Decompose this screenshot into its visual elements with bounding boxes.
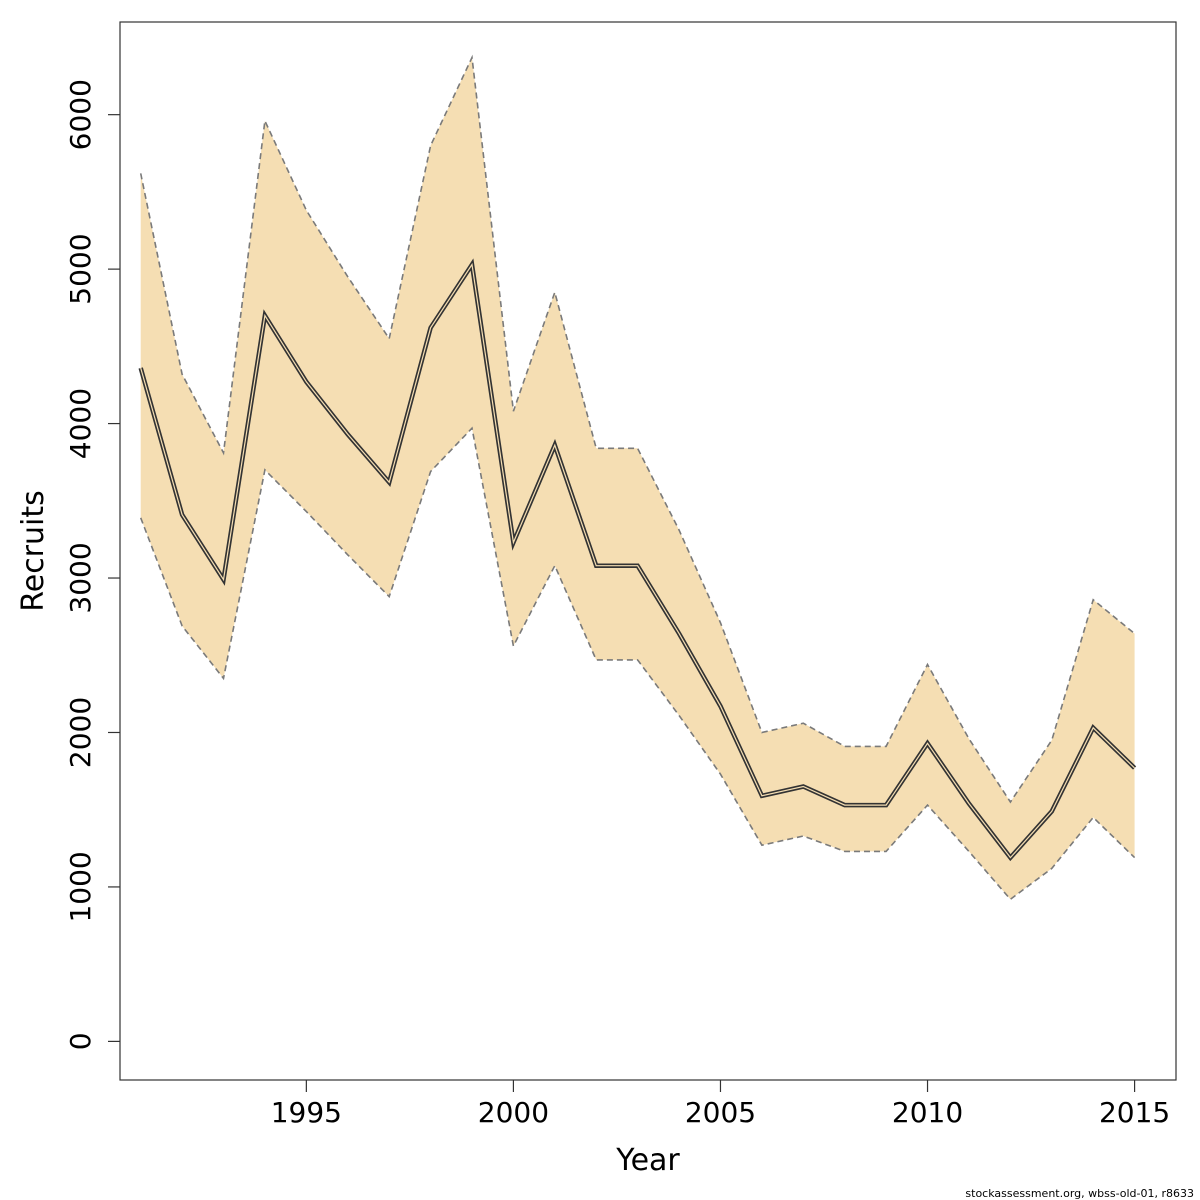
x-tick-label: 2015 — [1099, 1096, 1170, 1129]
estimate-line-inner — [140, 262, 1136, 859]
y-tick-label: 1000 — [64, 851, 97, 922]
x-axis-title: Year — [615, 1143, 680, 1178]
x-tick-label: 1995 — [271, 1096, 342, 1129]
x-tick-label: 2010 — [892, 1096, 963, 1129]
x-tick-label: 2000 — [478, 1096, 549, 1129]
estimate-line-layer — [138, 258, 1137, 862]
credit-text: stockassessment.org, wbss-old-01, r8633 — [965, 1187, 1194, 1200]
confidence-band — [140, 57, 1135, 900]
y-tick-label: 5000 — [64, 233, 97, 304]
y-tick-label: 6000 — [64, 79, 97, 150]
y-tick-label: 3000 — [64, 542, 97, 613]
x-axis: 1995 2000 2005 2010 2015 — [271, 1080, 1170, 1129]
y-tick-label: 2000 — [64, 697, 97, 768]
lower-bound-line — [139, 426, 1136, 901]
y-axis: 0 1000 2000 3000 4000 5000 6000 — [64, 79, 120, 1050]
confidence-band-layer — [139, 54, 1136, 901]
y-tick-label: 4000 — [64, 388, 97, 459]
plot-frame — [119, 21, 1177, 1081]
x-tick-label: 2005 — [685, 1096, 756, 1129]
y-axis-title: Recruits — [16, 490, 51, 612]
y-tick-label: 0 — [64, 1032, 97, 1050]
